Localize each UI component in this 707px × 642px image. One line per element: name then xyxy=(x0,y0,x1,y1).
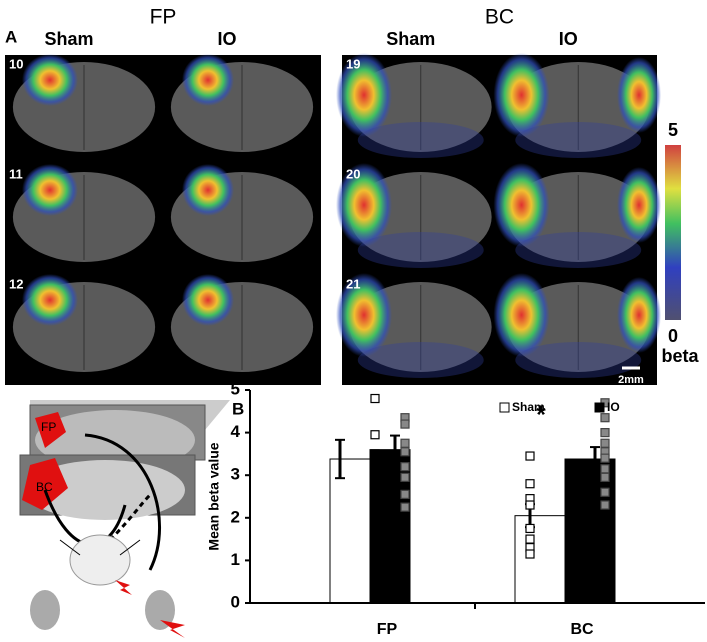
bar xyxy=(514,515,566,604)
x-tick-label: FP xyxy=(377,621,398,638)
y-tick-label: 1 xyxy=(231,550,240,569)
legend-swatch xyxy=(499,402,510,413)
activation xyxy=(617,57,661,133)
data-point xyxy=(525,523,535,534)
activation xyxy=(493,273,550,357)
x-tick-label: BC xyxy=(570,621,594,638)
activation xyxy=(182,54,234,106)
activation xyxy=(182,164,234,216)
slice-number: 11 xyxy=(9,166,23,181)
activation xyxy=(493,163,550,247)
column-title: Sham xyxy=(44,29,93,49)
group-title: BC xyxy=(485,6,514,29)
bar xyxy=(369,449,411,604)
annotation: * xyxy=(536,401,546,428)
data-point xyxy=(600,464,610,474)
column-title: IO xyxy=(217,29,236,49)
colorbar-min: 0 xyxy=(668,326,678,346)
activation xyxy=(357,232,484,268)
column-title: IO xyxy=(559,29,578,49)
activation xyxy=(515,342,642,378)
data-point xyxy=(370,393,380,404)
data-point xyxy=(600,438,610,448)
legend-label: IO xyxy=(607,400,620,414)
data-point xyxy=(400,447,410,457)
data-point xyxy=(400,489,410,499)
region-label: FP xyxy=(41,420,56,434)
colorbar xyxy=(665,145,681,320)
schematic xyxy=(19,400,230,638)
scale-bar-label: 2mm xyxy=(618,374,644,386)
activation xyxy=(22,164,78,216)
activation xyxy=(357,342,484,378)
data-point xyxy=(600,453,610,463)
data-point xyxy=(400,502,410,512)
data-point xyxy=(400,438,410,448)
activation xyxy=(336,273,392,357)
activation xyxy=(22,274,78,326)
activation xyxy=(22,54,78,106)
slice-number: 19 xyxy=(346,56,360,71)
activation xyxy=(357,122,484,158)
colorbar-max: 5 xyxy=(668,120,678,140)
y-tick-label: 2 xyxy=(231,507,240,526)
y-tick-label: 0 xyxy=(231,592,240,611)
panel-label: A xyxy=(5,27,17,46)
bar xyxy=(329,458,371,604)
data-point xyxy=(600,500,610,510)
slice-number: 20 xyxy=(346,166,360,181)
data-point xyxy=(525,479,535,489)
data-point xyxy=(600,472,610,482)
data-point xyxy=(600,428,610,438)
activation xyxy=(515,232,642,268)
activation xyxy=(515,122,642,158)
activation xyxy=(617,167,661,243)
slice-number: 21 xyxy=(346,276,360,291)
slice-number: 10 xyxy=(9,56,23,71)
data-point xyxy=(525,500,535,510)
y-tick-label: 3 xyxy=(231,465,240,484)
data-point xyxy=(400,419,410,429)
activation xyxy=(182,274,234,326)
group-title: FP xyxy=(150,6,177,29)
data-point xyxy=(600,413,610,423)
activation xyxy=(336,53,392,137)
legend-label: Sham xyxy=(512,400,545,414)
data-point xyxy=(600,487,610,497)
panel-label: B xyxy=(232,399,244,418)
activation xyxy=(617,277,661,353)
activation xyxy=(336,163,392,247)
y-tick-label: 5 xyxy=(231,379,240,398)
data-point xyxy=(525,534,535,544)
data-point xyxy=(400,462,410,472)
activation xyxy=(493,53,550,137)
y-axis-label: Mean beta value xyxy=(206,442,222,550)
legend-swatch xyxy=(594,402,605,413)
y-tick-label: 4 xyxy=(231,422,241,441)
colorbar-label: beta xyxy=(661,346,699,366)
bar xyxy=(564,458,616,604)
column-title: Sham xyxy=(386,29,435,49)
data-point xyxy=(525,549,535,559)
data-point xyxy=(400,472,410,482)
data-point xyxy=(370,430,380,440)
region-label: BC xyxy=(36,480,53,494)
slice-number: 12 xyxy=(9,276,23,291)
data-point xyxy=(525,451,535,461)
